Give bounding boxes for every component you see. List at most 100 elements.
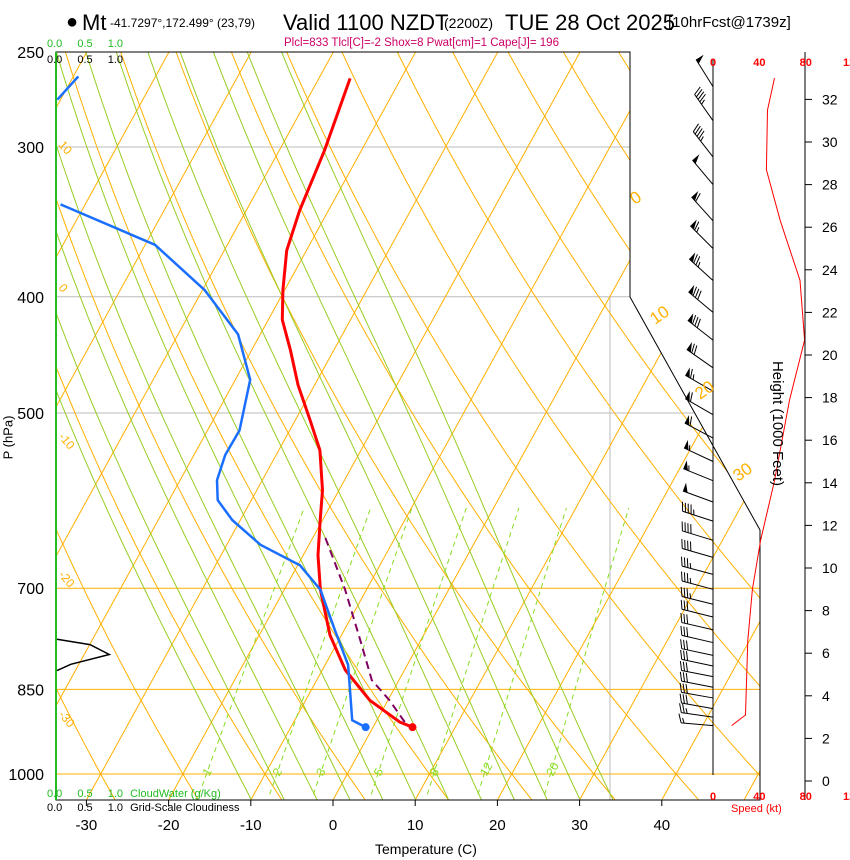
barb-staff xyxy=(681,702,714,710)
speed-tick-label: 0 xyxy=(710,791,716,803)
barb-full xyxy=(696,128,703,137)
barb-staff xyxy=(692,131,714,158)
wind-barb xyxy=(682,482,714,503)
barb-full xyxy=(680,613,683,623)
mixing-ratio-label: 3 xyxy=(313,765,329,778)
barb-staff xyxy=(681,580,714,590)
dry-adiabat-label: -10 xyxy=(56,430,78,453)
height-tick-label: 12 xyxy=(822,517,838,533)
isotherm xyxy=(415,52,760,800)
isotherm xyxy=(56,52,264,800)
mixing-ratio-label: 1 xyxy=(199,765,215,778)
isotherm xyxy=(579,52,760,800)
pressure-tick-label: 400 xyxy=(17,290,44,307)
isotherm xyxy=(168,52,593,800)
wind-barb xyxy=(681,571,714,590)
barb-half xyxy=(689,563,692,569)
speed-tick-label: 80 xyxy=(800,791,812,803)
x-tick-label: 30 xyxy=(571,817,588,834)
pressure-tick-label: 300 xyxy=(17,140,44,157)
moist-adiabat xyxy=(204,52,548,800)
location: -41.7297°,172.499° (23,79) xyxy=(110,16,256,30)
wind-barb xyxy=(692,123,714,158)
barb-full xyxy=(686,640,689,650)
cloudiness-label: Grid-Scale Cloudiness xyxy=(130,802,240,814)
height-tick-label: 22 xyxy=(822,304,838,320)
wind-barb xyxy=(681,556,714,575)
dry-adiabat xyxy=(56,52,282,800)
barb-full xyxy=(695,89,703,98)
barb-full xyxy=(683,587,686,598)
height-tick-label: 4 xyxy=(822,688,830,704)
wind-barb xyxy=(681,501,714,522)
dry-adiabat xyxy=(277,52,760,800)
moist-adiabat xyxy=(238,52,581,800)
barb-full xyxy=(694,86,701,95)
barb-half xyxy=(685,708,688,714)
barb-full xyxy=(694,288,700,298)
wind-barb xyxy=(686,342,714,369)
barb-flag xyxy=(696,54,704,64)
stability-indices: Plcl=833 Tlcl[C]=-2 Shox=8 Pwat[cm]=1 Ca… xyxy=(284,37,559,49)
mixing-ratio-label: 12 xyxy=(477,760,496,779)
valid-time: Valid 1100 NZDT xyxy=(283,10,449,35)
moist-adiabat xyxy=(56,52,351,800)
height-tick-label: 20 xyxy=(822,347,838,363)
isotherm xyxy=(56,52,182,800)
height-axis-label: Height (1000 Feet) xyxy=(769,360,787,487)
barb-staff xyxy=(681,658,714,667)
wind-speed-line xyxy=(731,77,806,726)
barb-full xyxy=(686,601,689,611)
dry-adiabat xyxy=(331,52,760,800)
isotherm xyxy=(332,52,757,800)
sounding-traces xyxy=(56,75,417,732)
dry-adiabat-label: -30 xyxy=(56,708,78,731)
dry-adiabat xyxy=(56,52,366,800)
barb-full xyxy=(683,557,686,567)
y-axis-label: P (hPa) xyxy=(0,415,16,460)
barb-staff xyxy=(682,510,714,522)
tick: 0.0 xyxy=(47,802,63,814)
barb-staff xyxy=(686,349,714,369)
barb-full xyxy=(683,572,686,582)
dry-adiabat xyxy=(222,52,699,800)
tick: 0.0 xyxy=(47,54,63,66)
barb-staff xyxy=(681,670,714,678)
barb-full xyxy=(682,694,685,704)
barb-half xyxy=(700,136,704,142)
wind-barb xyxy=(685,367,714,392)
barb-flag xyxy=(691,191,699,201)
barb-staff xyxy=(684,422,714,439)
barb-full xyxy=(692,123,699,132)
barb-full xyxy=(683,626,686,637)
barb-half xyxy=(701,99,705,105)
barb-full xyxy=(682,703,685,714)
isotherm xyxy=(497,52,760,800)
barb-staff xyxy=(681,712,714,718)
temperature-line xyxy=(280,77,414,729)
station-name: Mt xyxy=(82,10,107,35)
barb-flag xyxy=(690,219,697,230)
barb-flag xyxy=(689,252,696,263)
barb-full xyxy=(683,600,686,611)
barb-staff xyxy=(683,447,714,462)
barb-flag xyxy=(686,342,692,353)
dewpoint_upper-line xyxy=(56,75,80,101)
barb-flag xyxy=(688,284,695,296)
tick: 0.5 xyxy=(77,802,93,814)
barb-full xyxy=(694,316,699,327)
wind-barb xyxy=(679,703,714,718)
barb-full xyxy=(678,713,682,723)
wind-barb xyxy=(684,415,714,439)
moist-adiabat xyxy=(56,52,285,800)
forecast-info: [10hrFcst@1739z] xyxy=(668,14,791,31)
speed-tick-label: 40 xyxy=(753,57,765,69)
barb-half xyxy=(696,227,700,233)
moist-adiabat xyxy=(56,52,384,800)
barb-flag xyxy=(683,439,689,451)
barb-full xyxy=(697,290,702,300)
moist-adiabat xyxy=(56,52,318,800)
barb-full xyxy=(685,662,688,672)
height-tick-label: 0 xyxy=(822,773,830,789)
dry-adiabat-label: 0 xyxy=(626,187,645,208)
